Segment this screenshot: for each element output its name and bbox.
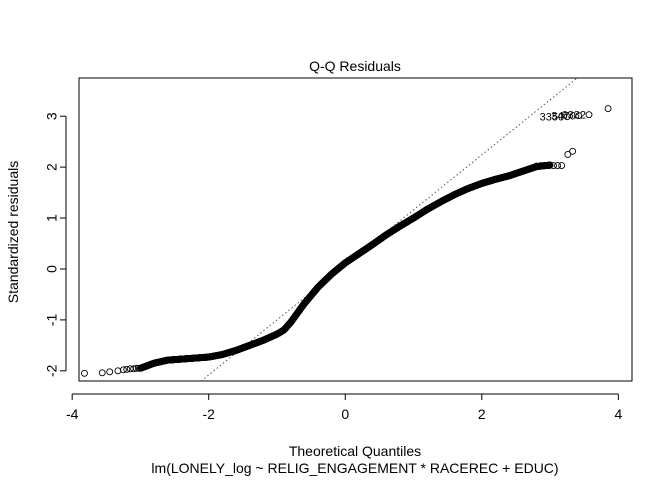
y-tick-label: 3 [44,112,60,120]
residual-point [532,162,540,170]
x-tick-label: 0 [341,406,349,422]
plot-frame [78,77,633,382]
y-tick-label: 1 [44,214,60,222]
residual-point [564,150,572,158]
plot-area-border [78,77,633,382]
residual-point [563,113,571,121]
residual-point [132,364,140,372]
residual-point [106,368,114,376]
residual-point [604,105,612,113]
residual-point [585,111,593,119]
residual-point [569,147,577,155]
residual-point [81,369,88,377]
outlier-label: 3350 [540,112,564,124]
x-axis-label: Theoretical Quantiles [289,443,421,459]
residual-point [541,162,549,170]
outlier-label: 3470 [551,111,575,123]
y-tick-label: 0 [44,265,60,273]
residual-point [550,162,557,170]
y-axis-label: Standardized residuals [5,161,21,303]
residual-point [114,367,122,375]
residual-point [575,112,583,120]
y-tick-label: -2 [44,364,60,377]
residual-point [134,364,142,372]
residual-point [119,366,127,374]
residual-point [546,161,554,169]
outlier-label: 6332 [562,110,586,122]
x-tick-label: 4 [614,406,622,422]
residual-point [554,162,562,170]
residual-point [537,162,545,170]
text-layer: Q-Q Residuals Theoretical Quantiles lm(L… [5,58,559,476]
residual-point [558,162,566,170]
points-layer [81,105,612,377]
x-tick-label: -4 [66,406,79,422]
residual-point [545,162,553,170]
chart-title: Q-Q Residuals [309,58,401,74]
x-tick-label: -2 [202,406,215,422]
y-tick-label: -1 [44,313,60,326]
model-formula-subtitle: lm(LONELY_log ~ RELIG_ENGAGEMENT * RACER… [151,460,558,476]
residual-point [98,369,106,377]
y-tick-label: 2 [44,163,60,171]
residual-point [123,365,131,373]
residual-point [130,365,138,373]
y-axis: -2 -1 0 1 2 3 [44,112,67,377]
x-axis: -4 -2 0 2 4 [66,393,622,422]
x-tick-label: 2 [478,406,486,422]
